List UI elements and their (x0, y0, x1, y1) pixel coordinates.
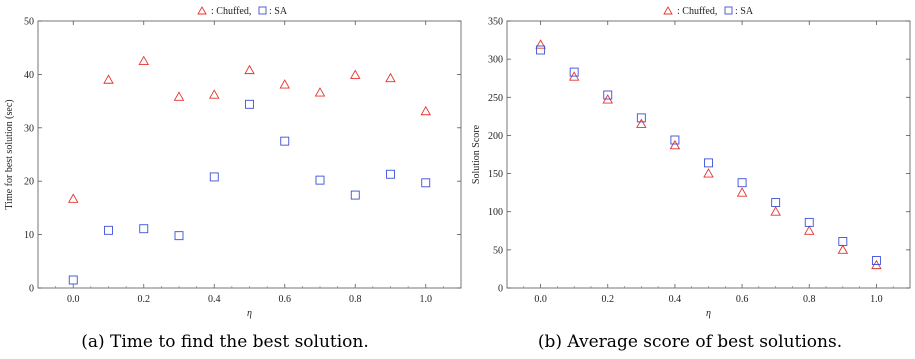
x-tick-label: 0.0 (534, 294, 547, 305)
point-chuffed (736, 187, 748, 197)
x-tick-label: 0.6 (279, 294, 292, 305)
point-sa (804, 217, 814, 227)
legend-square-icon (724, 6, 733, 15)
x-tick-label: 0.0 (67, 294, 80, 305)
legend-label-chuffed: : Chuffed, (677, 6, 717, 17)
legend-label-sa: : SA (735, 6, 754, 17)
point-chuffed (770, 206, 781, 216)
point-chuffed (67, 193, 79, 203)
point-sa (350, 190, 360, 200)
point-chuffed (669, 139, 681, 150)
point-chuffed (279, 79, 291, 89)
point-sa (838, 237, 848, 246)
x-tick-label: 1.0 (420, 294, 433, 305)
y-tick-label: 30 (24, 123, 34, 134)
point-sa (871, 256, 881, 265)
point-chuffed (803, 225, 815, 235)
y-tick-label: 150 (488, 169, 503, 180)
point-sa (386, 169, 395, 179)
y-tick-label: 20 (24, 177, 34, 188)
y-tick-label: 300 (488, 55, 503, 66)
y-axis-title: Solution Score (471, 124, 482, 184)
x-tick-label: 0.2 (602, 294, 615, 305)
y-tick-label: 50 (493, 245, 503, 256)
point-chuffed (420, 105, 432, 116)
point-chuffed (103, 74, 114, 84)
legend-triangle-icon (663, 6, 673, 15)
point-chuffed (636, 118, 647, 128)
point-chuffed (208, 89, 220, 99)
y-axis-title: Time for best solution (sec) (4, 99, 15, 209)
point-sa (569, 67, 579, 77)
legend-triangle-icon (197, 6, 207, 15)
point-sa (704, 158, 713, 168)
y-tick-label: 350 (488, 17, 503, 28)
legend-label-sa: : SA (269, 6, 288, 17)
point-sa (421, 178, 431, 188)
y-tick-label: 10 (24, 230, 34, 241)
y-tick-label: 40 (24, 70, 34, 81)
point-sa (670, 135, 680, 145)
point-sa (603, 90, 613, 100)
point-chuffed (837, 244, 849, 254)
y-tick-label: 250 (488, 93, 503, 104)
chart-solution-score: 0.0 0.2 0.4 0.6 0.8 1.0 0 50 100 150 200 250 300 350 η… (471, 6, 911, 319)
x-tick-label: 0.4 (208, 294, 221, 305)
chart-time-to-best-solution: 0.0 0.2 0.4 0.6 0.8 1.0 0 10 20 30 40 50 η Time for b… (4, 6, 462, 319)
y-tick-label: 0 (29, 284, 34, 295)
y-tick-label: 200 (488, 131, 503, 142)
point-sa (536, 45, 546, 55)
x-tick-label: 0.6 (736, 294, 749, 305)
point-sa (280, 136, 290, 146)
point-sa (315, 175, 325, 185)
point-chuffed (703, 168, 714, 178)
point-sa (771, 198, 781, 208)
point-chuffed (535, 39, 546, 49)
legend-square-icon (258, 6, 267, 15)
point-chuffed (138, 55, 150, 66)
point-sa (139, 224, 149, 234)
point-chuffed (173, 91, 185, 101)
x-axis-title: η (706, 308, 711, 319)
point-chuffed (385, 72, 396, 83)
point-sa (174, 231, 184, 241)
x-tick-label: 0.2 (138, 294, 151, 305)
x-tick-label: 0.4 (669, 294, 682, 305)
point-chuffed (314, 87, 326, 97)
x-tick-label: 1.0 (870, 294, 883, 305)
point-chuffed (349, 69, 361, 79)
x-tick-label: 0.8 (349, 294, 362, 305)
point-sa (737, 178, 747, 188)
caption-b: (b) Average score of best solutions. (538, 332, 842, 352)
legend-label-chuffed: : Chuffed, (211, 6, 251, 17)
x-axis-title: η (247, 308, 252, 319)
point-sa (245, 99, 254, 109)
plot-frame (37, 20, 462, 289)
point-sa (104, 225, 113, 235)
y-tick-label: 100 (488, 207, 503, 218)
y-tick-label: 0 (498, 284, 503, 295)
y-tick-label: 50 (24, 17, 34, 28)
caption-a: (a) Time to find the best solution. (81, 332, 369, 352)
point-sa (209, 172, 219, 182)
plot-frame (506, 20, 911, 289)
point-sa (636, 113, 646, 123)
point-chuffed (244, 64, 255, 75)
x-tick-label: 0.8 (803, 294, 816, 305)
point-sa (68, 275, 78, 285)
